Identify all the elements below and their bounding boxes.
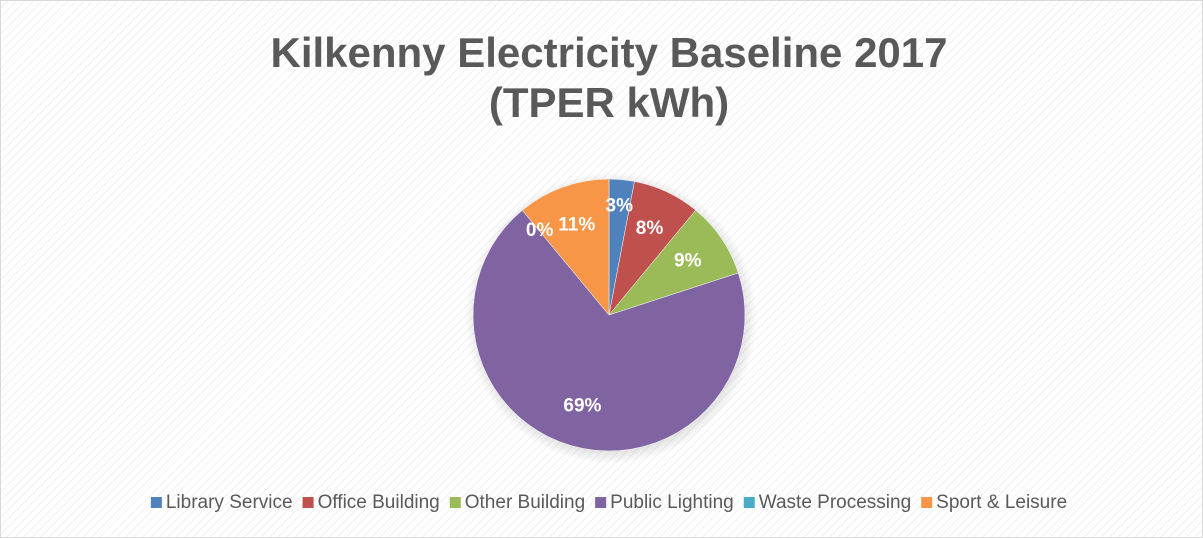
legend-label: Waste Processing <box>759 492 911 513</box>
legend-label: Office Building <box>318 492 440 513</box>
legend-swatch <box>449 497 461 508</box>
data-label: 11% <box>558 214 595 235</box>
pie-slice <box>472 209 746 452</box>
data-label: 0% <box>526 220 554 241</box>
data-label: 3% <box>606 196 634 217</box>
pie-slice <box>521 178 610 316</box>
legend-swatch <box>595 497 607 508</box>
legend-swatch <box>921 497 933 508</box>
legend-label: Sport & Leisure <box>936 492 1067 513</box>
legend-swatch <box>150 497 162 508</box>
legend-swatch <box>302 497 314 508</box>
data-label: 9% <box>674 251 702 272</box>
legend-label: Public Lighting <box>610 492 734 513</box>
legend-swatch <box>743 497 755 508</box>
chart-title: Kilkenny Electricity Baseline 2017 <box>270 29 947 76</box>
chart-title: (TPER kWh) <box>489 79 729 126</box>
legend-label: Library Service <box>166 492 293 513</box>
data-label: 8% <box>636 218 664 239</box>
data-label: 69% <box>563 395 601 416</box>
legend-label: Other Building <box>465 492 585 513</box>
